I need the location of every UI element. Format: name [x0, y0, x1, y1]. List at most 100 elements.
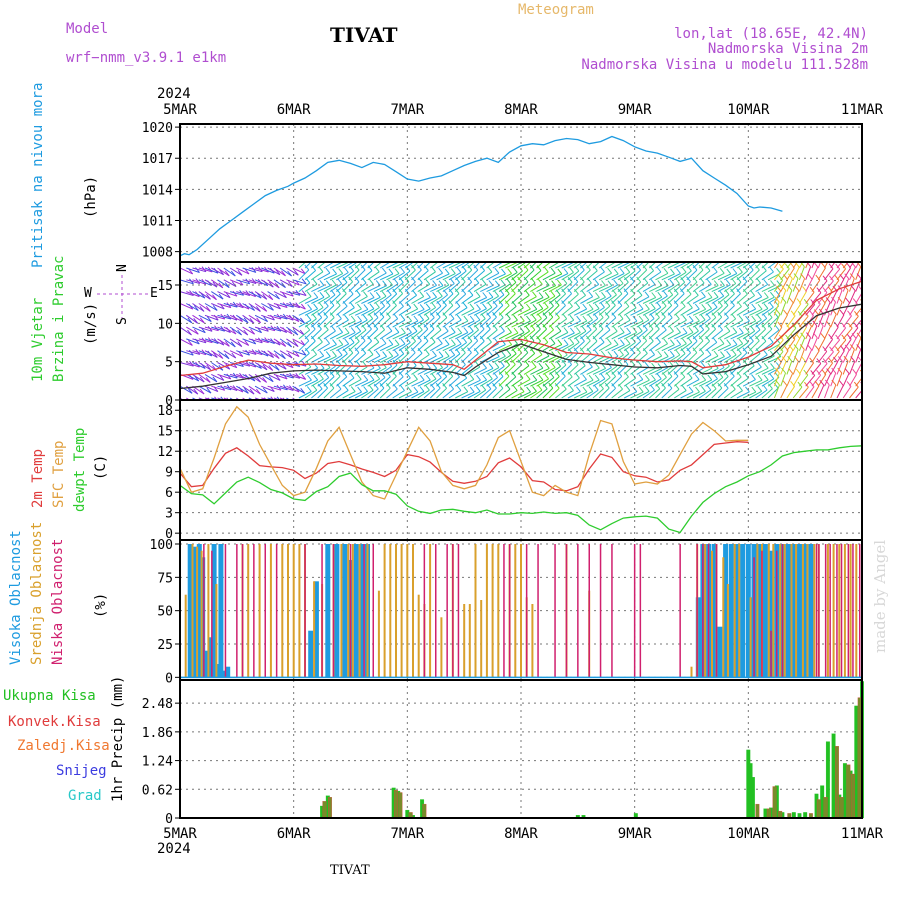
wind-barb-flag [323, 382, 328, 389]
wind-barb [705, 388, 717, 399]
wind-barb [567, 293, 579, 304]
wind-barb [192, 279, 206, 285]
wind-barb [586, 318, 599, 328]
wind-barb [373, 262, 383, 269]
wind-barb-flag [444, 339, 450, 345]
wind-barb-flag [419, 304, 425, 310]
wind-barb-flag [607, 280, 613, 287]
cloud-low-bar [577, 544, 579, 678]
wind-barb [749, 353, 761, 363]
wind-barb [411, 340, 422, 352]
wind-barb [311, 271, 324, 281]
wind-barb-flag [762, 253, 766, 258]
wind-barb [636, 296, 650, 304]
wind-barb [811, 374, 821, 387]
wind-barb-flag [797, 381, 803, 388]
wind-barb-flag [474, 254, 478, 259]
wind-barb [505, 271, 518, 281]
wind-barb-flag [451, 339, 456, 346]
wind-barb-flag [605, 300, 611, 307]
wind-barb-flag [494, 351, 500, 357]
wind-barb [723, 293, 735, 304]
wind-barb-flag [394, 339, 400, 346]
cloud-high-bar [220, 670, 226, 678]
cloud-mid-bar [491, 544, 494, 678]
wind-barb [630, 352, 641, 363]
wind-barb-flag [524, 289, 530, 296]
wind-barb-flag [501, 339, 506, 345]
wind-barb [773, 280, 784, 292]
wind-barb [211, 338, 225, 346]
wind-barb-flag [569, 267, 574, 273]
wind-barb [692, 353, 705, 363]
wind-barb-flag [410, 347, 416, 354]
wind-barb [436, 305, 447, 316]
wind-barb [448, 293, 460, 304]
wind-barb [436, 273, 450, 281]
wind-barb [467, 308, 481, 316]
wind-barb-flag [411, 264, 416, 271]
cloud-low-bar [707, 544, 710, 678]
wind-barb-flag [663, 338, 668, 345]
wind-barb-flag [344, 314, 349, 321]
cloud-mid-bar [838, 544, 841, 678]
wind-barb [567, 341, 580, 352]
wind-barb [836, 350, 845, 363]
wind-barb-flag [349, 337, 355, 343]
wind-barb [667, 364, 679, 375]
wind-barb [367, 262, 375, 269]
wind-barb [329, 375, 341, 387]
wind-barb-flag [784, 263, 790, 270]
wind-barb [180, 362, 194, 367]
wind-barb-flag [224, 353, 230, 360]
wind-barb [511, 293, 523, 304]
wind-barb [411, 379, 425, 387]
wind-barb [430, 295, 443, 304]
wind-barb-flag [668, 360, 674, 367]
wind-barb [461, 294, 474, 304]
wind-barb-flag [357, 315, 362, 322]
wind-barb-flag [301, 278, 307, 285]
wind-barb-flag [667, 312, 673, 319]
wind-barb-flag [450, 327, 456, 333]
wind-barb-flag [720, 280, 725, 287]
wind-barb [567, 320, 581, 328]
wind-barb [623, 377, 636, 387]
cloud-mid-bar [429, 544, 432, 678]
wind-barb-flag [523, 347, 529, 354]
wind-barb [461, 262, 471, 269]
wind-barb [473, 340, 485, 352]
wind-barb [611, 273, 625, 281]
wind-barb-flag [369, 292, 375, 298]
wind-barb-flag [663, 267, 669, 274]
wind-barb [336, 272, 349, 281]
cloud-low-bar [304, 544, 306, 678]
wind-barb [730, 343, 743, 352]
wind-barb-flag [510, 359, 516, 365]
lonlat-label: lon,lat (18.65E, 42.4N) [674, 26, 868, 42]
wind-barb [798, 337, 806, 351]
wind-barb [248, 267, 263, 273]
wind-barb [855, 318, 862, 328]
wind-barb [298, 391, 312, 399]
wind-barb-flag [775, 379, 780, 386]
precip-conv-bar [839, 797, 844, 819]
wind-barb-flag [338, 268, 344, 274]
wind-barb-flag [695, 386, 700, 393]
wind-barb-flag [517, 347, 523, 354]
wind-barb-flag [349, 372, 355, 379]
pressure-frame [179, 123, 863, 263]
wind-barb [223, 303, 238, 308]
wind-barb-flag [576, 315, 581, 322]
precip-legend-frz: Zaledj.Kisa [17, 738, 110, 754]
wind-barb-flag [816, 369, 821, 376]
wind-barb [648, 262, 657, 269]
wind-barb [636, 269, 648, 281]
wind-barb [411, 269, 422, 281]
wind-barb-flag [601, 280, 606, 286]
precip-total-bar [405, 809, 410, 819]
wind-barb [329, 344, 344, 352]
wind-barb [292, 291, 307, 296]
wind-barb [273, 397, 281, 400]
